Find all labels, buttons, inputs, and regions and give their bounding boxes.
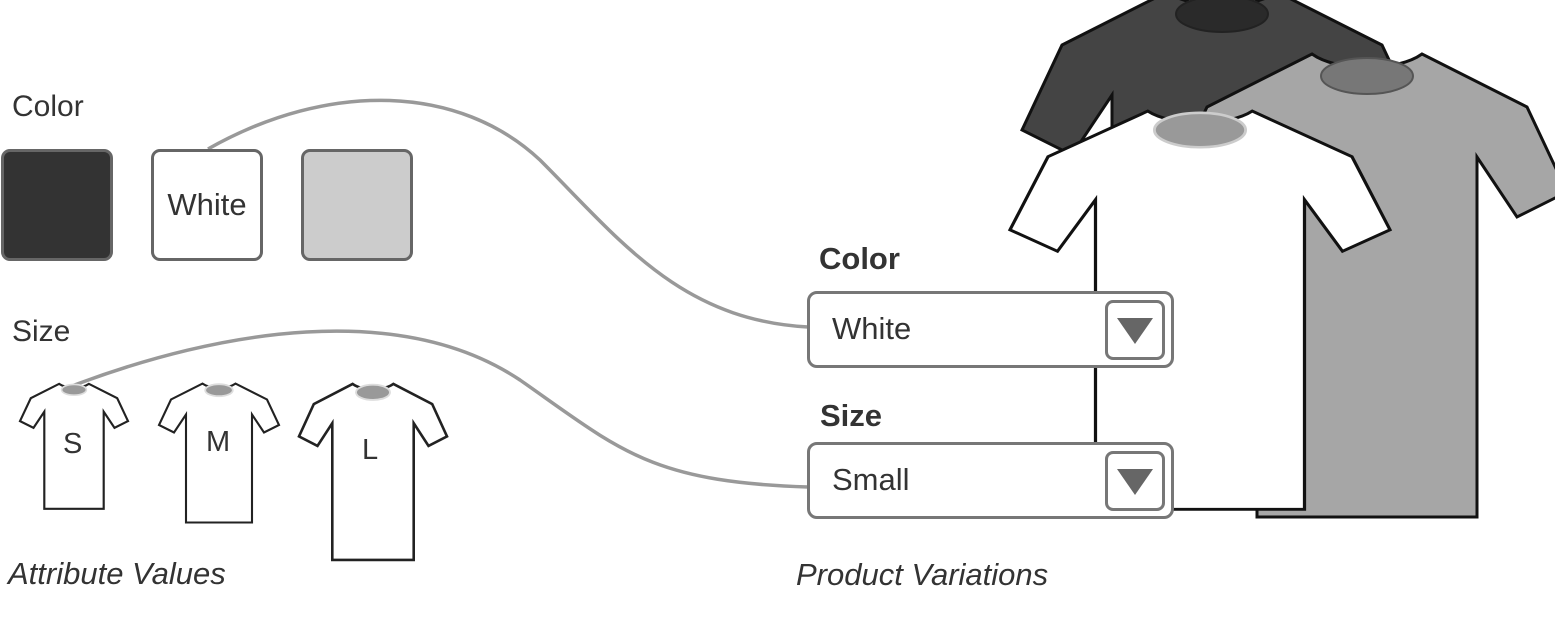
triangle-down-icon (1117, 318, 1153, 344)
white-tshirt-icon (1008, 109, 1392, 511)
color-attribute-heading: Color (12, 90, 84, 123)
color-select[interactable]: White (807, 291, 1174, 368)
size-label-s: S (63, 428, 83, 460)
triangle-down-icon (1117, 469, 1153, 495)
gray-tshirt-icon (1165, 52, 1555, 519)
color-swatch-white[interactable]: White (151, 149, 263, 261)
size-select[interactable]: Small (807, 442, 1174, 519)
color-select-value: White (832, 311, 912, 346)
color-connector-line (207, 98, 809, 329)
size-select-label: Size (820, 398, 883, 433)
color-swatch-dark[interactable] (1, 149, 113, 261)
dark-tshirt-icon (1020, 0, 1424, 457)
size-select-value: Small (832, 462, 910, 497)
color-swatch-gray[interactable] (301, 149, 413, 261)
product-variations-caption: Product Variations (796, 557, 1049, 592)
color-select-label: Color (819, 241, 900, 276)
small-tshirt-icon[interactable] (18, 382, 130, 510)
size-select-dropdown-button[interactable] (1105, 451, 1165, 511)
swatch-label: White (167, 187, 247, 222)
large-tshirt-icon[interactable] (297, 382, 449, 562)
color-select-dropdown-button[interactable] (1105, 300, 1165, 360)
size-connector-line (71, 329, 809, 489)
size-attribute-heading: Size (12, 315, 71, 348)
attribute-values-caption: Attribute Values (8, 556, 226, 591)
size-label-l: L (362, 434, 379, 466)
medium-tshirt-icon[interactable] (157, 382, 281, 524)
size-label-m: M (206, 426, 231, 458)
